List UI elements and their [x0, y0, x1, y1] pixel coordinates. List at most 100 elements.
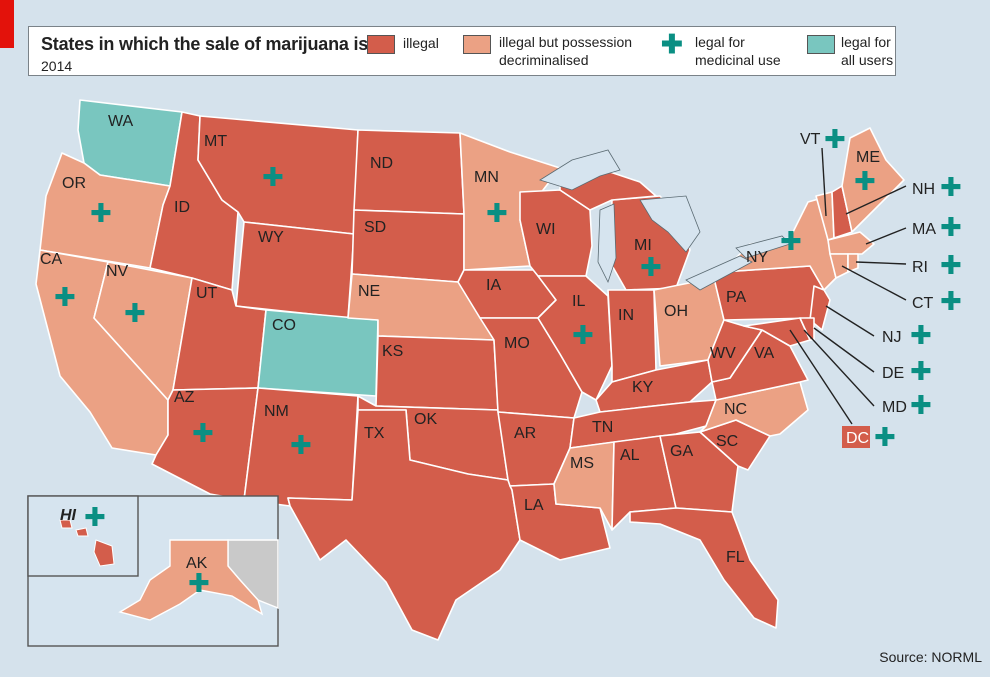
- leader-ri: [855, 261, 907, 265]
- leader-ct: [841, 265, 907, 301]
- label-AL: AL: [620, 447, 640, 464]
- label-MA: MA: [912, 221, 936, 238]
- label-IN: IN: [618, 307, 634, 324]
- state-HI-big: [93, 539, 115, 567]
- label-SD: SD: [364, 219, 386, 236]
- medical-icon-NH: ✚: [940, 173, 962, 203]
- leader-ma: [865, 227, 907, 245]
- label-NC: NC: [724, 401, 747, 418]
- label-OR: OR: [62, 175, 86, 192]
- label-ND: ND: [370, 155, 393, 172]
- legend-year: 2014: [41, 58, 73, 74]
- leader-nh: [845, 185, 907, 215]
- medical-icon-MN: ✚: [486, 199, 508, 229]
- label-NE: NE: [358, 283, 380, 300]
- brand-tab: [0, 0, 14, 48]
- label-WA: WA: [108, 113, 134, 130]
- label-SC: SC: [716, 433, 738, 450]
- label-KY: KY: [632, 379, 654, 396]
- legend-title: States in which the sale of marijuana is…: [41, 34, 374, 54]
- label-DC: DC: [846, 430, 869, 447]
- label-AR: AR: [514, 425, 536, 442]
- lake-erie: [685, 255, 753, 291]
- leader-md: [803, 329, 875, 407]
- legend: States in which the sale of marijuana is…: [28, 26, 896, 76]
- label-VT: VT: [800, 131, 821, 148]
- legend-all-line2: all users: [841, 52, 894, 68]
- medical-icon-NJ: ✚: [910, 321, 932, 351]
- label-CA: CA: [40, 251, 63, 268]
- medical-icon-IL: ✚: [572, 321, 594, 351]
- label-MT: MT: [204, 133, 227, 150]
- state-IN: [607, 289, 657, 383]
- medical-icon-HI: ✚: [84, 503, 106, 533]
- label-WI: WI: [536, 221, 556, 238]
- label-LA: LA: [524, 497, 544, 514]
- label-CT: CT: [912, 295, 934, 312]
- medical-icon-NY: ✚: [780, 227, 802, 257]
- medical-icon-CT: ✚: [940, 287, 962, 317]
- label-NY: NY: [746, 249, 769, 266]
- state-NJ: [809, 285, 831, 331]
- label-HI: HI: [60, 507, 77, 524]
- state-GA: [659, 431, 739, 513]
- medical-icon-RI: ✚: [940, 251, 962, 281]
- medical-icon-AZ: ✚: [192, 419, 214, 449]
- state-AK: [118, 539, 264, 621]
- label-MN: MN: [474, 169, 499, 186]
- label-NM: NM: [264, 403, 289, 420]
- medical-icon-AK: ✚: [188, 569, 210, 599]
- label-WV: WV: [710, 345, 736, 362]
- legend-medical-line1: legal for: [695, 34, 745, 50]
- dc-badge: [842, 426, 870, 448]
- legend-decrim-line1: illegal but possession: [499, 34, 633, 50]
- legend-decrim-line2: decriminalised: [499, 52, 589, 68]
- label-ME: ME: [856, 149, 880, 166]
- label-AZ: AZ: [174, 389, 195, 406]
- medical-icon-VT: ✚: [824, 125, 846, 155]
- label-NJ: NJ: [882, 329, 902, 346]
- medical-icon-DE: ✚: [910, 357, 932, 387]
- medical-icon-MD: ✚: [910, 391, 932, 421]
- legend-all-line1: legal for: [841, 34, 891, 50]
- label-AK: AK: [186, 555, 208, 572]
- state-HI-small: [59, 519, 89, 537]
- medical-icon-ME: ✚: [854, 167, 876, 197]
- swatch-legal-all: [807, 35, 835, 54]
- legend-medical-line2: medicinal use: [695, 52, 781, 68]
- leader-nj: [825, 305, 875, 337]
- label-MD: MD: [882, 399, 907, 416]
- label-IL: IL: [572, 293, 585, 310]
- lake-superior: [539, 149, 621, 191]
- legend-illegal-label: illegal: [403, 35, 439, 51]
- leader-de: [813, 327, 875, 373]
- state-IL: [537, 275, 613, 401]
- swatch-illegal: [367, 35, 395, 54]
- label-GA: GA: [670, 443, 693, 460]
- state-RI: [847, 253, 859, 273]
- label-NH: NH: [912, 181, 935, 198]
- medical-plus-icon: ✚: [661, 29, 683, 59]
- label-CO: CO: [272, 317, 296, 334]
- label-MI: MI: [634, 237, 652, 254]
- medical-icon-NV: ✚: [124, 299, 146, 329]
- medical-icon-CA: ✚: [54, 283, 76, 313]
- label-ID: ID: [174, 199, 190, 216]
- label-RI: RI: [912, 259, 928, 276]
- state-ME: [841, 127, 905, 233]
- label-VA: VA: [754, 345, 774, 362]
- state-ND: [353, 129, 465, 215]
- swatch-decriminalised: [463, 35, 491, 54]
- label-UT: UT: [196, 285, 218, 302]
- state-WY: [235, 221, 355, 319]
- label-TN: TN: [592, 419, 613, 436]
- medical-icon-MA: ✚: [940, 213, 962, 243]
- state-MD: [743, 317, 811, 347]
- state-MA: [827, 231, 875, 255]
- state-TX: [287, 409, 521, 641]
- medical-icon-MT: ✚: [262, 163, 284, 193]
- label-PA: PA: [726, 289, 746, 306]
- label-WY: WY: [258, 229, 284, 246]
- label-MO: MO: [504, 335, 530, 352]
